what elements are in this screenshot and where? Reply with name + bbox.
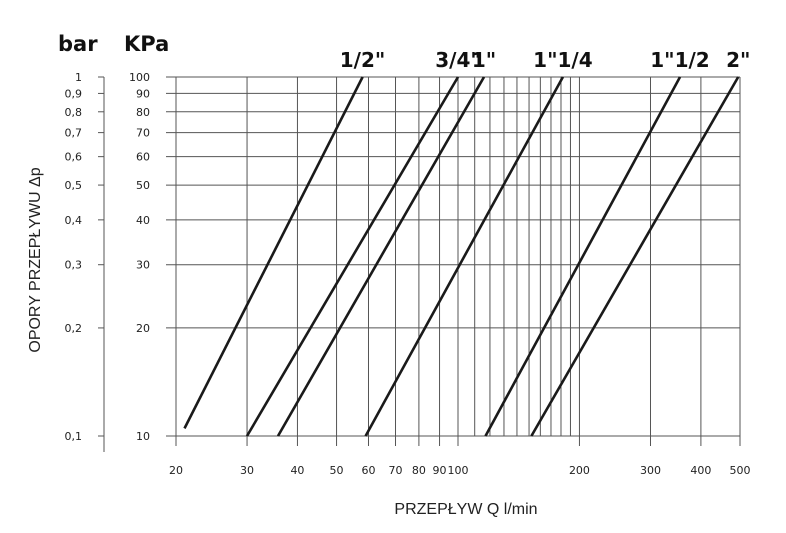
y-tick-label-kpa: 10 — [136, 430, 150, 443]
x-axis-title: PRZEPŁYW Q l/min — [394, 501, 537, 518]
x-tick-label: 70 — [389, 464, 403, 477]
series-line — [245, 76, 460, 437]
x-tick-label: 500 — [730, 464, 751, 477]
series-line — [183, 76, 364, 429]
grid — [98, 76, 741, 452]
y-tick-label-bar: 0,4 — [65, 214, 83, 227]
y-tick-label-kpa: 90 — [136, 87, 150, 100]
tick-labels: 20 30 40 50 60 70 80 90 100 200 300 400 500100,1200,… — [65, 71, 751, 477]
y-axis-title: OPORY PRZEPŁYWU Δp — [27, 167, 44, 352]
series-label: 3/4" — [435, 48, 481, 72]
series-line — [530, 76, 740, 437]
y-tick-label-kpa: 60 — [136, 151, 150, 164]
y-unit-bar: bar — [58, 32, 98, 56]
y-tick-label-bar: 0,6 — [65, 151, 83, 164]
y-tick-label-bar: 0,1 — [65, 430, 83, 443]
series-lines: 1/2" 3/4"1" 1"1/4 1"1/2 2" — [183, 48, 750, 437]
y-tick-label-bar: 0,7 — [65, 127, 83, 140]
x-tick-label: 60 — [361, 464, 375, 477]
x-tick-label: 50 — [330, 464, 344, 477]
y-tick-label-bar: 0,3 — [65, 259, 83, 272]
series-label: 1" — [472, 48, 496, 72]
x-tick-label: 200 — [569, 464, 590, 477]
series-label: 1"1/4 — [533, 48, 592, 72]
x-tick-label: 400 — [690, 464, 711, 477]
y-tick-label-bar: 0,2 — [65, 322, 83, 335]
series-line — [484, 76, 682, 437]
series-line — [364, 76, 565, 437]
series-label: 1"1/2 — [650, 48, 709, 72]
x-tick-label: 40 — [290, 464, 304, 477]
series-line — [276, 76, 486, 437]
y-tick-label-kpa: 80 — [136, 106, 150, 119]
y-tick-label-kpa: 50 — [136, 179, 150, 192]
y-tick-label-kpa: 100 — [129, 71, 150, 84]
x-tick-label: 100 — [448, 464, 469, 477]
series-label: 2" — [726, 48, 750, 72]
y-tick-label-bar: 0,9 — [65, 87, 83, 100]
x-tick-label: 90 — [433, 464, 447, 477]
y-tick-label-bar: 0,8 — [65, 106, 83, 119]
y-tick-label-bar: 1 — [75, 71, 82, 84]
x-tick-label: 20 — [169, 464, 183, 477]
x-tick-label: 300 — [640, 464, 661, 477]
y-tick-label-kpa: 40 — [136, 214, 150, 227]
y-tick-label-kpa: 70 — [136, 127, 150, 140]
y-tick-label-bar: 0,5 — [65, 179, 83, 192]
y-tick-label-kpa: 20 — [136, 322, 150, 335]
y-unit-kpa: KPa — [124, 32, 169, 56]
x-tick-label: 30 — [240, 464, 254, 477]
x-tick-label: 80 — [412, 464, 426, 477]
series-label: 1/2" — [340, 48, 386, 72]
y-tick-label-kpa: 30 — [136, 259, 150, 272]
